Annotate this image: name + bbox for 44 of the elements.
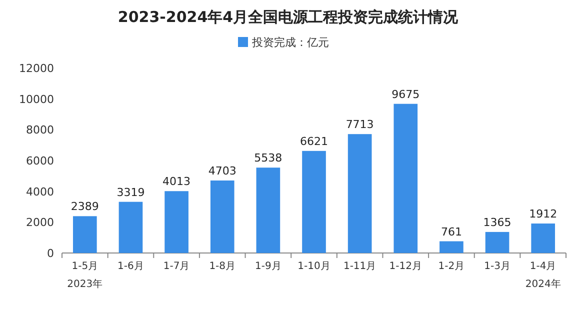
x-tick-label: 1-11月 [343,261,376,272]
data-label: 761 [440,225,462,238]
bar [72,216,97,253]
y-tick-label: 10000 [19,92,54,106]
data-label: 5538 [254,152,282,165]
data-label: 1365 [483,216,512,229]
y-tick-label: 6000 [26,154,54,168]
text: 2024年 [525,278,561,290]
x-tick-label: 1-6月 [118,261,144,272]
bar [531,224,556,253]
y-tick-label: 12000 [19,62,54,75]
bar [348,134,372,253]
x-tick-label: 1-2月 [438,261,465,272]
bar [440,241,464,253]
data-label: 4703 [208,164,236,178]
x-tick-label: 1-12月 [389,261,422,272]
data-label: 1912 [529,208,558,221]
y-tick-label: 0 [47,247,54,260]
x-tick-label: 1-5月 [72,261,98,272]
y-tick-label: 4000 [26,185,54,198]
legend-label: 投资完成：亿元 [251,36,329,49]
x-tick-label: 1-10月 [298,261,330,272]
bar [256,168,280,253]
chart-title: 2023-2024年4月全国电源工程投资完成统计情况 [118,8,460,26]
bar [164,191,188,253]
bar [302,150,326,253]
data-label: 2389 [70,200,99,214]
data-label: 3319 [116,186,145,199]
y-tick-label: 8000 [26,124,54,137]
bar [210,180,234,253]
x-tick-label: 1-4月 [530,261,556,272]
x-tick-label: 1-8月 [209,261,236,272]
bar [394,104,418,253]
data-label: 6621 [300,134,328,148]
x-tick-label: 1-9月 [255,261,282,272]
data-label: 4013 [162,175,191,188]
data-label: 9675 [392,88,420,101]
text: 2023年 [67,278,103,290]
y-tick-label: 2000 [26,216,54,230]
x-tick-label: 1-3月 [484,261,510,272]
data-label: 7713 [346,118,374,132]
x-tick-label: 1-7月 [163,261,190,272]
bar [485,232,510,253]
bar [118,202,143,253]
